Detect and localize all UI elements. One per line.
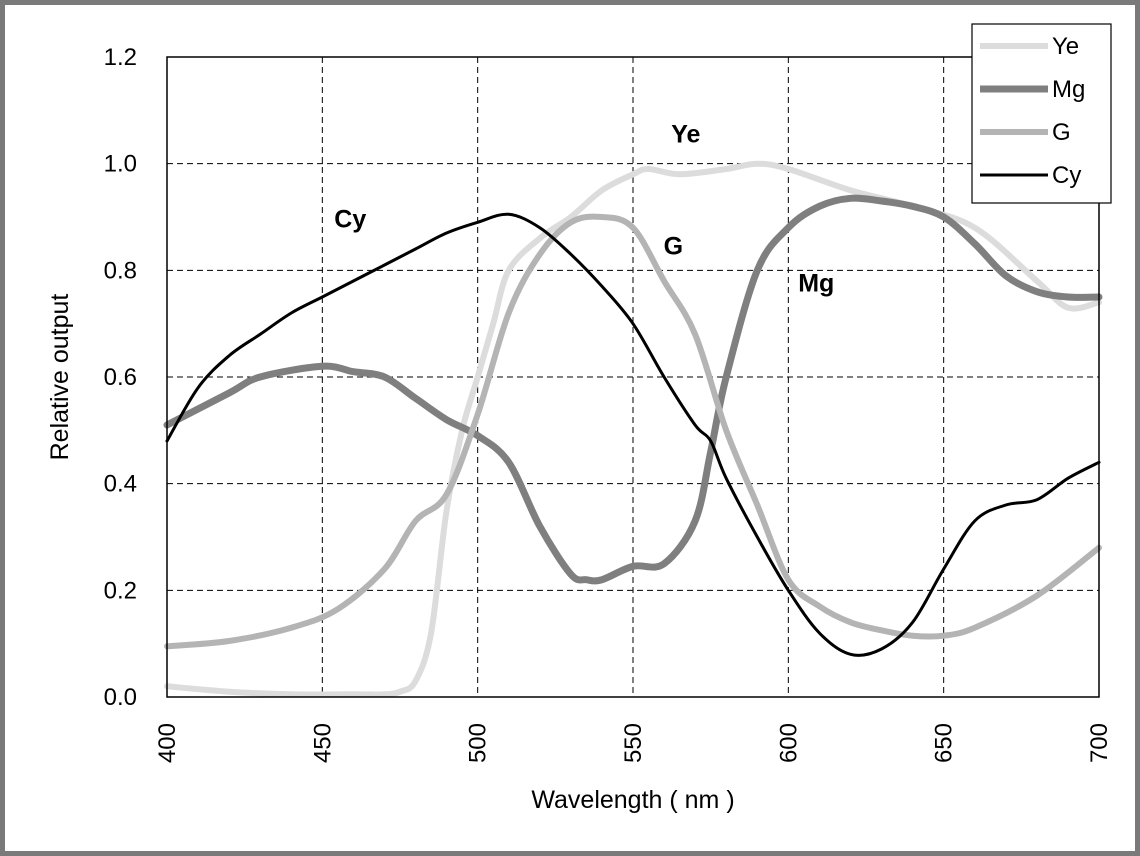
legend: Ye Mg G Cy — [971, 23, 1112, 204]
y-tick-labels: 0.0 0.2 0.4 0.6 0.8 1.0 1.2 — [104, 44, 137, 711]
x-tick-label: 700 — [1086, 723, 1113, 763]
x-tick-label: 650 — [931, 723, 958, 763]
y-tick-label: 1.2 — [104, 44, 137, 71]
legend-box — [971, 23, 1112, 204]
y-tick-label: 0.6 — [104, 364, 137, 391]
plot-area-border — [166, 56, 1100, 698]
legend-label-ye: Ye — [1052, 33, 1079, 60]
annotation-g: G — [664, 232, 683, 260]
y-axis-label: Relative output — [46, 294, 74, 461]
x-axis-label: Wavelength ( nm ) — [531, 786, 734, 814]
y-tick-label: 0.8 — [104, 257, 137, 284]
series-line-g — [164, 213, 1102, 650]
y-tick-label: 0.0 — [104, 684, 137, 711]
x-tick-label: 550 — [620, 723, 647, 763]
annotation-cy: Cy — [334, 206, 366, 234]
y-tick-label: 0.2 — [104, 577, 137, 604]
legend-label-mg: Mg — [1052, 76, 1085, 103]
annotation-mg: Mg — [798, 270, 834, 298]
series-line-cy — [165, 212, 1101, 657]
x-tick-labels: 400 450 500 550 600 650 700 — [154, 723, 1113, 763]
y-tick-label: 1.0 — [104, 151, 137, 178]
x-tick-label: 600 — [775, 723, 802, 763]
annotation-ye: Ye — [671, 120, 700, 148]
legend-label-cy: Cy — [1052, 162, 1081, 189]
legend-label-g: G — [1052, 119, 1071, 146]
series-lines — [163, 160, 1103, 698]
curve-annotations: Cy Ye G Mg — [334, 120, 834, 297]
series-line-mg — [163, 194, 1103, 585]
y-tick-label: 0.4 — [104, 471, 137, 498]
x-tick-label: 450 — [309, 723, 336, 763]
x-tick-label: 400 — [154, 723, 181, 763]
grid — [167, 57, 1099, 697]
x-tick-label: 500 — [465, 723, 492, 763]
spectral-response-chart: 0.0 0.2 0.4 0.6 0.8 1.0 1.2 400 450 500 550 600 650… — [46, 23, 1113, 814]
